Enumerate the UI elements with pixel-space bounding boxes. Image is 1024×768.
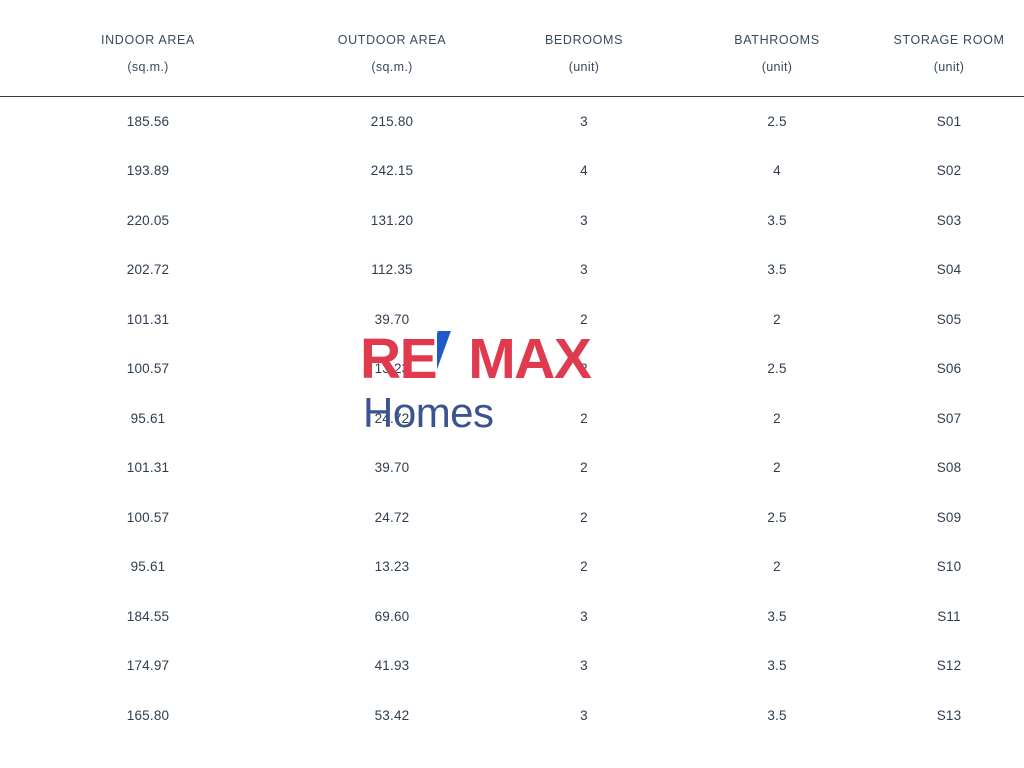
- cell-bedrooms: 3: [580, 262, 588, 278]
- cell-indoor_area: 95.61: [130, 559, 166, 575]
- property-specification-table: INDOOR AREA (sq.m.) OUTDOOR AREA (sq.m.) BED…: [0, 0, 1024, 741]
- column-header-unit: (unit): [568, 59, 600, 74]
- cell-storage_room: S13: [936, 707, 962, 723]
- table-row: 193.89 242.15 4 4 S02: [0, 146, 1024, 196]
- cell-bathrooms: 2.5: [767, 113, 787, 129]
- table-row: 185.56 215.80 3 2.5 S01: [0, 93, 1024, 147]
- cell-storage_room: S03: [936, 212, 962, 228]
- column-header-title: STORAGE ROOM: [893, 33, 1005, 47]
- cell-bathrooms: 3.5: [767, 262, 787, 278]
- column-header-bedrooms: BEDROOMS (unit): [488, 0, 680, 93]
- cell-outdoor_area: 53.42: [374, 707, 410, 723]
- column-header-title: BEDROOMS: [544, 33, 624, 47]
- cell-outdoor_area: 13.23: [374, 361, 410, 377]
- table-row: 100.57 24.72 2 2.5 S09: [0, 493, 1024, 543]
- cell-indoor_area: 100.57: [126, 361, 170, 377]
- column-header-title: INDOOR AREA: [101, 33, 195, 47]
- cell-bathrooms: 2: [773, 559, 781, 575]
- cell-outdoor_area: 69.60: [374, 608, 410, 624]
- cell-outdoor_area: 39.70: [374, 460, 410, 476]
- cell-storage_room: S11: [937, 608, 961, 624]
- cell-bathrooms: 2: [773, 410, 781, 426]
- column-header-unit: (sq.m.): [371, 59, 413, 74]
- cell-bedrooms: 3: [580, 707, 588, 723]
- table-row: 101.31 39.70 2 2 S08: [0, 443, 1024, 493]
- cell-storage_room: S08: [936, 460, 962, 476]
- cell-indoor_area: 101.31: [126, 311, 170, 327]
- cell-bedrooms: 2: [580, 559, 588, 575]
- cell-indoor_area: 185.56: [126, 113, 170, 129]
- cell-storage_room: S04: [936, 262, 962, 278]
- cell-bedrooms: 3: [580, 658, 588, 674]
- cell-indoor_area: 193.89: [126, 163, 170, 179]
- column-header-title: OUTDOOR AREA: [337, 33, 447, 47]
- cell-bedrooms: 3: [580, 113, 588, 129]
- cell-indoor_area: 95.61: [130, 410, 166, 426]
- cell-indoor_area: 184.55: [126, 608, 170, 624]
- column-header-unit: (unit): [761, 59, 793, 74]
- cell-bedrooms: 2: [580, 410, 588, 426]
- table-row: 100.57 13.23 2 2.5 S06: [0, 344, 1024, 394]
- cell-storage_room: S12: [936, 658, 962, 674]
- cell-storage_room: S06: [936, 361, 962, 377]
- cell-bathrooms: 2.5: [767, 361, 787, 377]
- cell-bedrooms: 3: [580, 608, 588, 624]
- cell-outdoor_area: 24.72: [374, 509, 410, 525]
- column-header-indoor_area: INDOOR AREA (sq.m.): [0, 0, 296, 93]
- cell-indoor_area: 101.31: [126, 460, 170, 476]
- cell-storage_room: S01: [936, 113, 962, 129]
- table-row: 220.05 131.20 3 3.5 S03: [0, 196, 1024, 246]
- table-row: 165.80 53.42 3 3.5 S13: [0, 691, 1024, 741]
- cell-outdoor_area: 39.70: [374, 311, 410, 327]
- table-body: 185.56 215.80 3 2.5 S01 193.89 242.15 4 4 S02 220.…: [0, 93, 1024, 741]
- column-header-outdoor_area: OUTDOOR AREA (sq.m.): [296, 0, 488, 93]
- cell-bathrooms: 4: [773, 163, 781, 179]
- cell-outdoor_area: 41.93: [374, 658, 410, 674]
- cell-outdoor_area: 131.20: [370, 212, 414, 228]
- column-header-storage_room: STORAGE ROOM (unit): [874, 0, 1024, 93]
- cell-outdoor_area: 112.35: [371, 262, 413, 278]
- column-header-bathrooms: BATHROOMS (unit): [680, 0, 874, 93]
- cell-outdoor_area: 215.80: [370, 113, 414, 129]
- cell-indoor_area: 174.97: [126, 658, 170, 674]
- cell-storage_room: S05: [936, 311, 962, 327]
- cell-bathrooms: 3.5: [767, 707, 787, 723]
- cell-bathrooms: 3.5: [767, 212, 787, 228]
- table-row: 95.61 24.72 2 2 S07: [0, 394, 1024, 444]
- cell-bathrooms: 2.5: [767, 509, 787, 525]
- cell-bedrooms: 3: [580, 212, 588, 228]
- cell-bedrooms: 4: [580, 163, 588, 179]
- column-header-unit: (sq.m.): [127, 59, 169, 74]
- cell-indoor_area: 165.80: [126, 707, 170, 723]
- cell-outdoor_area: 13.23: [374, 559, 410, 575]
- cell-bedrooms: 2: [580, 361, 588, 377]
- cell-indoor_area: 100.57: [126, 509, 170, 525]
- cell-bathrooms: 2: [773, 311, 781, 327]
- cell-bedrooms: 2: [580, 460, 588, 476]
- cell-outdoor_area: 24.72: [374, 410, 410, 426]
- cell-indoor_area: 202.72: [126, 262, 170, 278]
- table-header: INDOOR AREA (sq.m.) OUTDOOR AREA (sq.m.) BED…: [0, 0, 1024, 93]
- column-header-unit: (unit): [933, 59, 965, 74]
- table-row: 202.72 112.35 3 3.5 S04: [0, 245, 1024, 295]
- cell-storage_room: S02: [936, 163, 962, 179]
- cell-indoor_area: 220.05: [126, 212, 170, 228]
- cell-bathrooms: 3.5: [767, 658, 787, 674]
- table-row: 174.97 41.93 3 3.5 S12: [0, 641, 1024, 691]
- table-row: 184.55 69.60 3 3.5 S11: [0, 592, 1024, 642]
- cell-bathrooms: 2: [773, 460, 781, 476]
- column-header-title: BATHROOMS: [734, 33, 820, 47]
- cell-bedrooms: 2: [580, 509, 588, 525]
- cell-bathrooms: 3.5: [767, 608, 787, 624]
- table-row: 101.31 39.70 2 2 S05: [0, 295, 1024, 345]
- cell-bedrooms: 2: [580, 311, 588, 327]
- cell-outdoor_area: 242.15: [370, 163, 414, 179]
- cell-storage_room: S10: [936, 559, 962, 575]
- table-header-row: INDOOR AREA (sq.m.) OUTDOOR AREA (sq.m.) BED…: [0, 0, 1024, 93]
- table-row: 95.61 13.23 2 2 S10: [0, 542, 1024, 592]
- cell-storage_room: S07: [936, 410, 962, 426]
- header-separator-rule: [0, 96, 1024, 97]
- cell-storage_room: S09: [936, 509, 962, 525]
